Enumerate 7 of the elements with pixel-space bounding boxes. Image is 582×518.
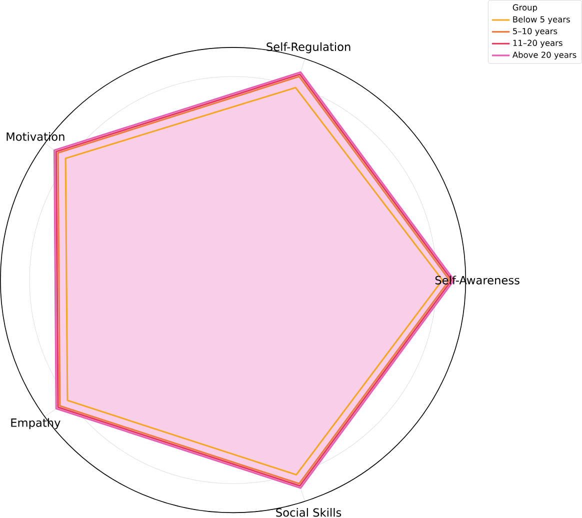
legend-label: Above 20 years bbox=[512, 52, 576, 60]
legend-label: 5–10 years bbox=[513, 28, 558, 36]
spoke-label: Self-Regulation bbox=[266, 42, 350, 54]
legend-title: Group bbox=[512, 4, 538, 12]
legend-label: Below 5 years bbox=[513, 16, 570, 24]
legend-label: 11–20 years bbox=[513, 40, 562, 48]
spoke-label: Social Skills bbox=[276, 508, 342, 517]
